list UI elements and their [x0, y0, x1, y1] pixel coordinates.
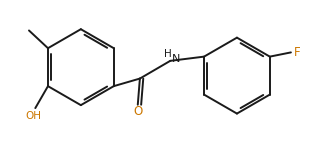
Text: H: H: [164, 49, 172, 59]
Text: N: N: [172, 54, 180, 64]
Text: F: F: [294, 46, 301, 59]
Text: OH: OH: [26, 111, 42, 121]
Text: O: O: [133, 105, 142, 118]
